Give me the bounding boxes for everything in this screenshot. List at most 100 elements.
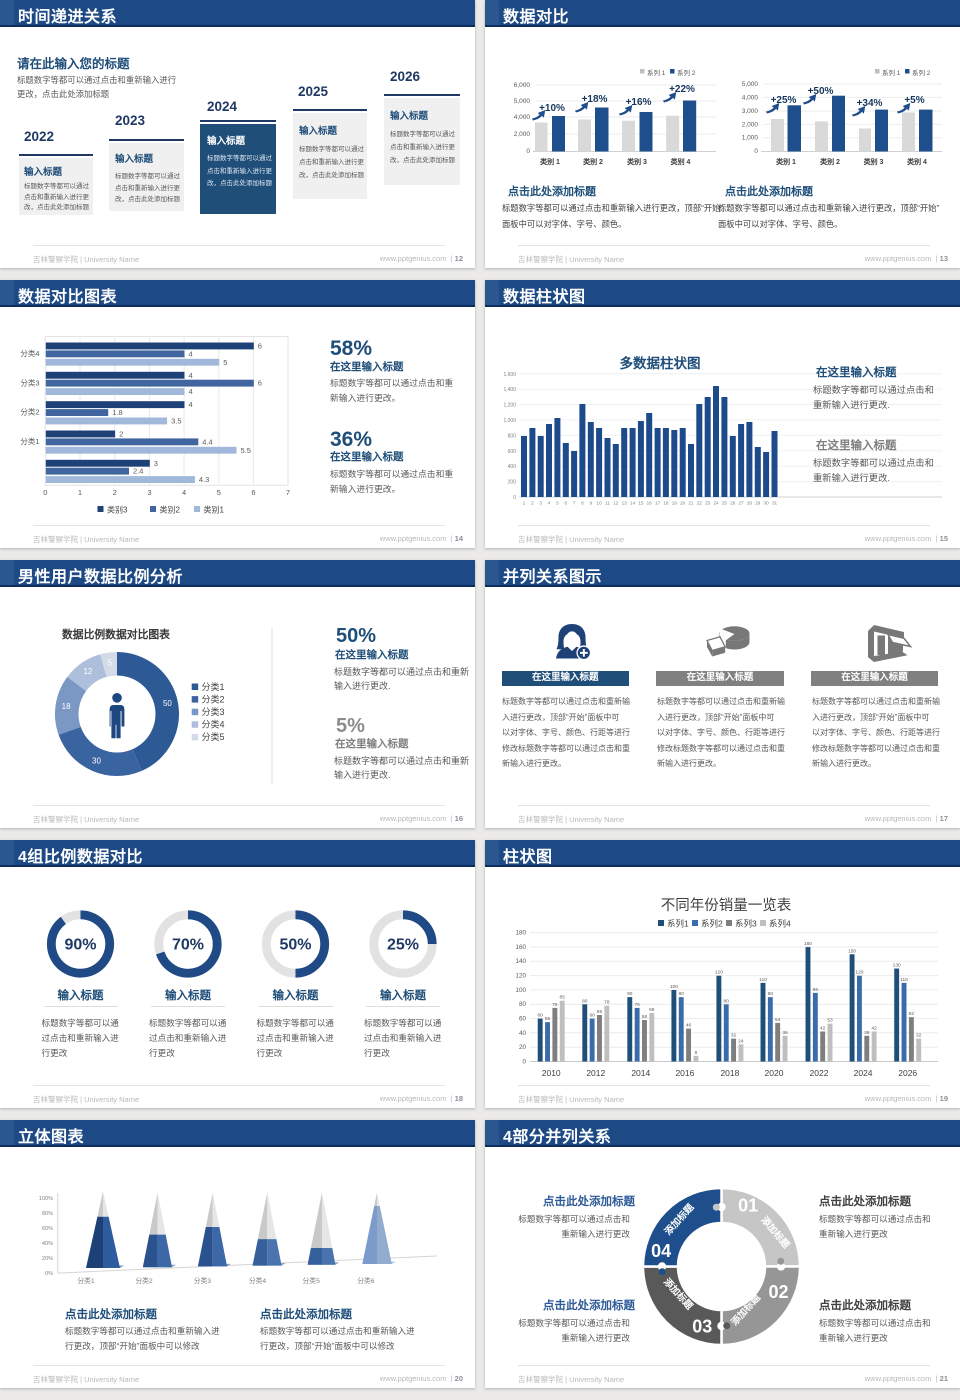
svg-text:6,000: 6,000 xyxy=(514,82,531,89)
svg-text:4: 4 xyxy=(189,387,193,396)
svg-text:30: 30 xyxy=(92,757,101,766)
svg-text:800: 800 xyxy=(508,433,517,439)
svg-text:36: 36 xyxy=(782,1030,788,1036)
svg-text:2018: 2018 xyxy=(720,1068,739,1078)
svg-text:80%: 80% xyxy=(42,1211,53,1217)
svg-text:22: 22 xyxy=(697,501,703,506)
svg-text:20%: 20% xyxy=(42,1256,53,1262)
svg-text:系列1: 系列1 xyxy=(667,919,689,929)
svg-text:100: 100 xyxy=(670,984,678,990)
svg-text:03: 03 xyxy=(692,1317,712,1337)
svg-text:42: 42 xyxy=(820,1025,826,1031)
svg-text:70%: 70% xyxy=(172,937,204,954)
svg-text:分类5: 分类5 xyxy=(303,1276,321,1285)
svg-text:40: 40 xyxy=(519,1030,527,1037)
svg-text:不同年份销量一览表: 不同年份销量一览表 xyxy=(661,897,792,914)
svg-text:8: 8 xyxy=(695,1050,698,1056)
svg-text:120: 120 xyxy=(515,973,526,980)
svg-text:2022: 2022 xyxy=(810,1068,829,1078)
svg-text:2024: 2024 xyxy=(854,1068,873,1078)
svg-text:分类3: 分类3 xyxy=(194,1276,212,1285)
svg-text:36: 36 xyxy=(864,1030,870,1036)
svg-text:4.3: 4.3 xyxy=(199,475,209,484)
svg-text:4,000: 4,000 xyxy=(514,114,531,121)
svg-text:100: 100 xyxy=(515,987,526,994)
svg-text:2026: 2026 xyxy=(898,1068,917,1078)
svg-text:90: 90 xyxy=(679,991,685,997)
svg-text:3: 3 xyxy=(147,488,151,497)
svg-text:80: 80 xyxy=(582,998,588,1004)
svg-text:24: 24 xyxy=(738,1038,744,1044)
svg-text:12: 12 xyxy=(613,501,619,506)
svg-text:3,000: 3,000 xyxy=(742,108,759,115)
svg-text:0: 0 xyxy=(754,148,758,155)
svg-text:系列3: 系列3 xyxy=(735,919,757,929)
svg-text:类别2: 类别2 xyxy=(160,505,181,515)
svg-text:类别 3: 类别 3 xyxy=(627,157,647,166)
svg-text:3.5: 3.5 xyxy=(171,417,181,426)
svg-text:29: 29 xyxy=(755,501,761,506)
svg-text:5: 5 xyxy=(108,659,113,668)
svg-text:分类2: 分类2 xyxy=(202,693,225,704)
svg-text:类别3: 类别3 xyxy=(107,505,128,515)
svg-text:0: 0 xyxy=(526,148,530,155)
svg-text:6: 6 xyxy=(258,379,262,388)
svg-text:+22%: +22% xyxy=(669,84,695,95)
svg-text:分类4: 分类4 xyxy=(202,719,225,730)
svg-text:2016: 2016 xyxy=(675,1068,694,1078)
svg-text:分类1: 分类1 xyxy=(77,1276,95,1285)
svg-text:系列 2: 系列 2 xyxy=(677,68,696,77)
svg-text:02: 02 xyxy=(768,1282,788,1302)
svg-text:75: 75 xyxy=(552,1002,558,1008)
svg-text:60: 60 xyxy=(589,1013,595,1019)
svg-text:6: 6 xyxy=(565,501,568,506)
svg-text:26: 26 xyxy=(730,501,736,506)
svg-text:0%: 0% xyxy=(45,1271,53,1277)
svg-text:7: 7 xyxy=(286,488,290,497)
svg-text:15: 15 xyxy=(638,501,644,506)
svg-text:25%: 25% xyxy=(387,937,419,954)
svg-text:68: 68 xyxy=(649,1007,655,1013)
svg-text:11: 11 xyxy=(605,501,610,506)
svg-text:40%: 40% xyxy=(42,1241,53,1247)
svg-text:110: 110 xyxy=(759,977,767,983)
svg-text:60: 60 xyxy=(538,1013,544,1019)
svg-text:2: 2 xyxy=(119,430,123,439)
svg-text:90: 90 xyxy=(768,991,774,997)
svg-text:类别 3: 类别 3 xyxy=(864,157,884,166)
svg-text:42: 42 xyxy=(871,1025,877,1031)
svg-text:9: 9 xyxy=(590,501,593,506)
svg-text:1,600: 1,600 xyxy=(503,372,516,378)
svg-text:100%: 100% xyxy=(39,1196,53,1202)
svg-text:65: 65 xyxy=(597,1009,603,1015)
svg-text:分类5: 分类5 xyxy=(202,731,225,742)
svg-text:分类6: 分类6 xyxy=(357,1276,375,1285)
svg-text:2010: 2010 xyxy=(542,1068,561,1078)
svg-text:6: 6 xyxy=(251,488,255,497)
svg-text:31: 31 xyxy=(772,501,778,506)
svg-text:110: 110 xyxy=(900,977,908,983)
svg-text:80: 80 xyxy=(724,998,730,1004)
svg-text:4: 4 xyxy=(189,349,193,358)
svg-text:75: 75 xyxy=(634,1002,640,1008)
svg-text:1,000: 1,000 xyxy=(503,418,516,424)
svg-text:55: 55 xyxy=(545,1016,551,1022)
svg-text:+16%: +16% xyxy=(626,97,652,108)
svg-text:系列2: 系列2 xyxy=(701,919,723,929)
svg-text:160: 160 xyxy=(515,944,526,951)
svg-text:04: 04 xyxy=(651,1241,671,1261)
svg-text:32: 32 xyxy=(731,1033,737,1039)
svg-text:+34%: +34% xyxy=(857,98,883,109)
svg-text:18: 18 xyxy=(663,501,669,506)
svg-text:28: 28 xyxy=(747,501,753,506)
svg-text:分类4: 分类4 xyxy=(249,1276,267,1285)
svg-text:数据比例数据对比图表: 数据比例数据对比图表 xyxy=(62,627,170,641)
svg-text:类别 4: 类别 4 xyxy=(907,157,927,166)
svg-text:系列 2: 系列 2 xyxy=(912,68,931,77)
svg-text:13: 13 xyxy=(622,501,628,506)
svg-text:1,000: 1,000 xyxy=(742,135,759,142)
svg-text:1: 1 xyxy=(523,501,526,506)
svg-text:7: 7 xyxy=(573,501,576,506)
svg-text:分类1: 分类1 xyxy=(202,681,225,692)
svg-text:53: 53 xyxy=(827,1018,833,1024)
